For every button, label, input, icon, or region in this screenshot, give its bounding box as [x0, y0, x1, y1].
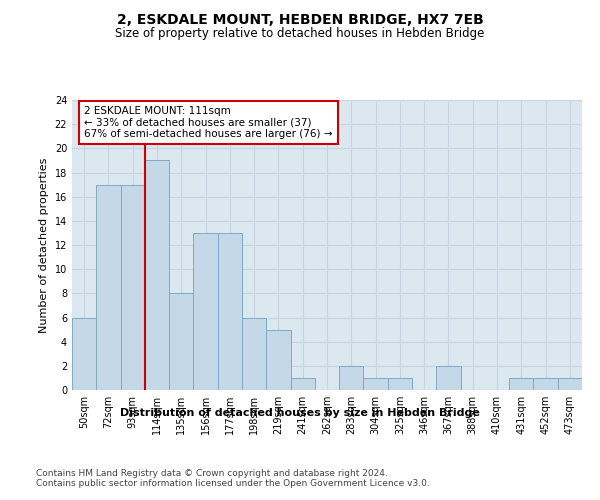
- Bar: [509, 378, 533, 390]
- Bar: [218, 233, 242, 390]
- Bar: [121, 184, 145, 390]
- Bar: [169, 294, 193, 390]
- Bar: [266, 330, 290, 390]
- Text: 2, ESKDALE MOUNT, HEBDEN BRIDGE, HX7 7EB: 2, ESKDALE MOUNT, HEBDEN BRIDGE, HX7 7EB: [116, 12, 484, 26]
- Bar: [558, 378, 582, 390]
- Y-axis label: Number of detached properties: Number of detached properties: [39, 158, 49, 332]
- Bar: [290, 378, 315, 390]
- Bar: [364, 378, 388, 390]
- Bar: [388, 378, 412, 390]
- Text: Contains public sector information licensed under the Open Government Licence v3: Contains public sector information licen…: [36, 478, 430, 488]
- Bar: [533, 378, 558, 390]
- Bar: [96, 184, 121, 390]
- Text: Size of property relative to detached houses in Hebden Bridge: Size of property relative to detached ho…: [115, 28, 485, 40]
- Bar: [72, 318, 96, 390]
- Bar: [145, 160, 169, 390]
- Text: Distribution of detached houses by size in Hebden Bridge: Distribution of detached houses by size …: [120, 408, 480, 418]
- Bar: [193, 233, 218, 390]
- Bar: [436, 366, 461, 390]
- Bar: [339, 366, 364, 390]
- Bar: [242, 318, 266, 390]
- Text: 2 ESKDALE MOUNT: 111sqm
← 33% of detached houses are smaller (37)
67% of semi-de: 2 ESKDALE MOUNT: 111sqm ← 33% of detache…: [84, 106, 332, 139]
- Text: Contains HM Land Registry data © Crown copyright and database right 2024.: Contains HM Land Registry data © Crown c…: [36, 468, 388, 477]
